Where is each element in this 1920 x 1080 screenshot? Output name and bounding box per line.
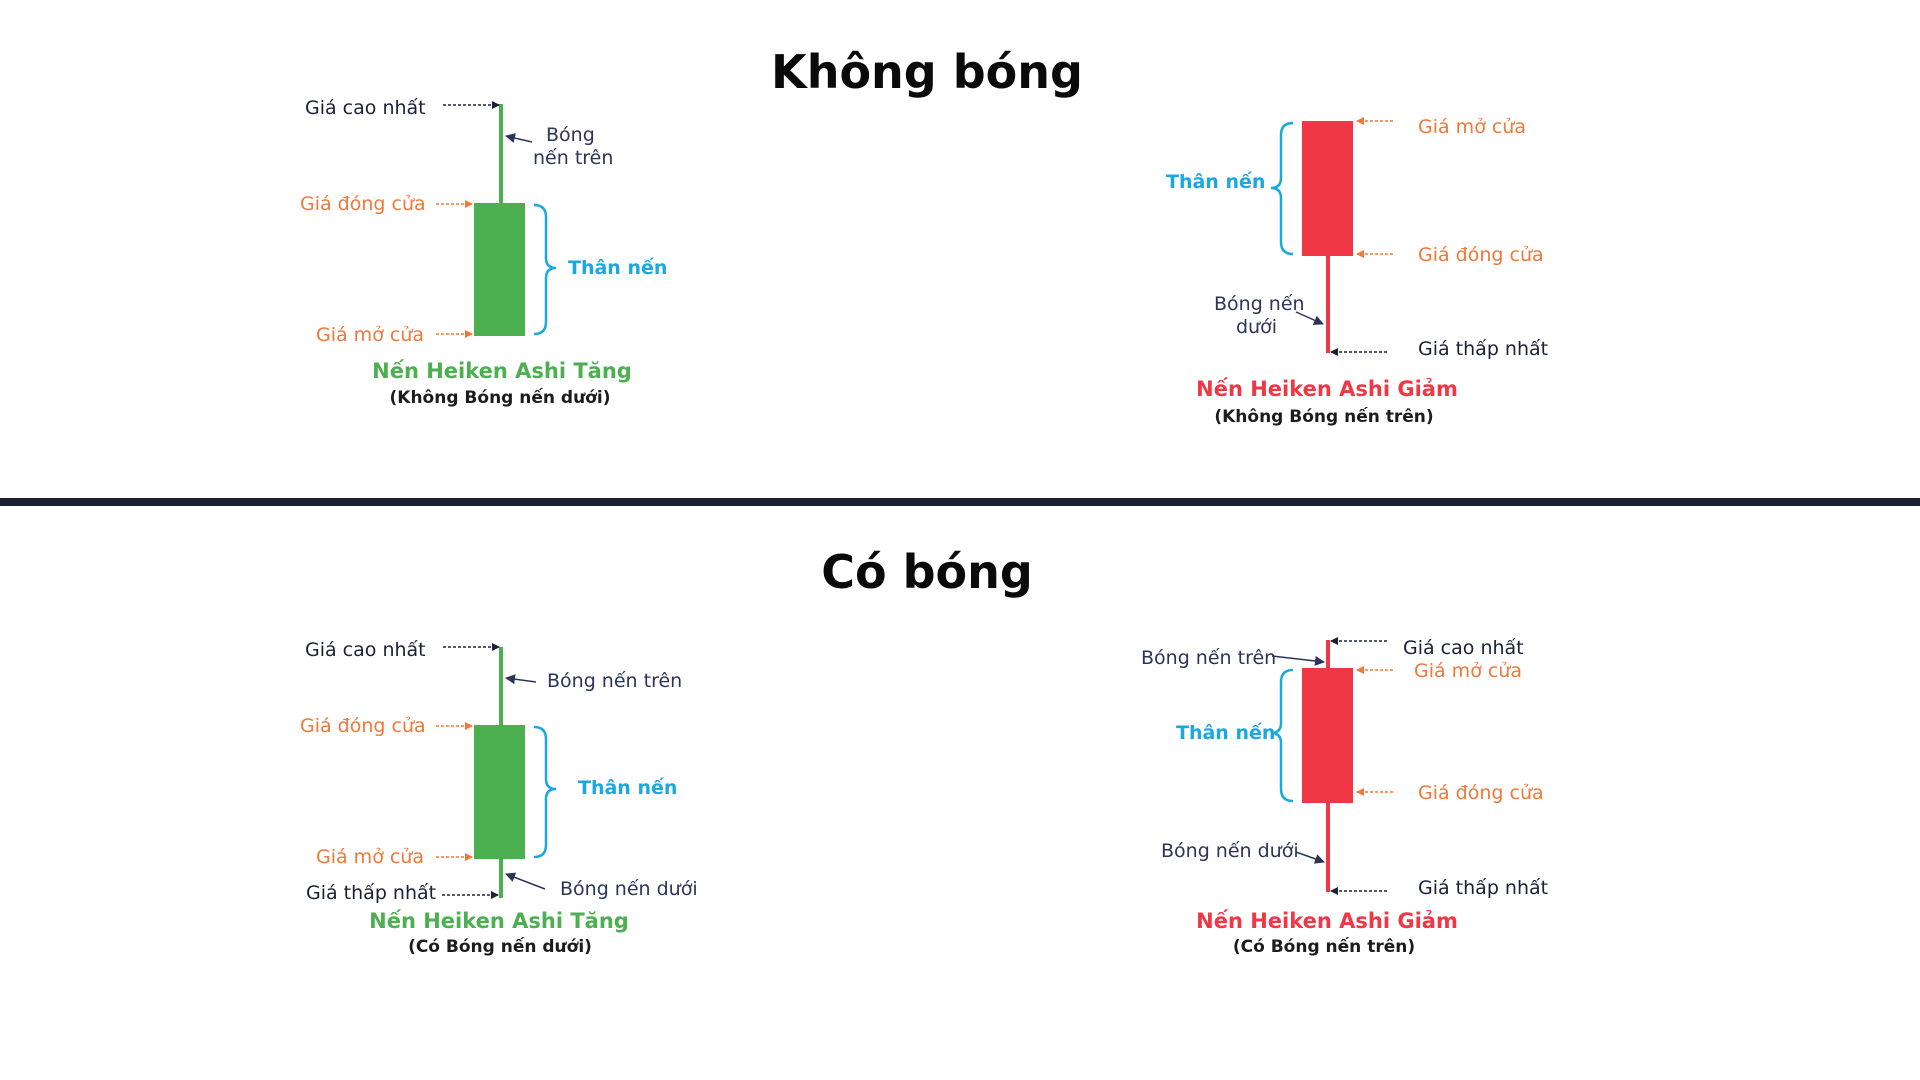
upper-wick-arrow xyxy=(505,133,533,143)
candle-body xyxy=(1302,668,1353,803)
high-price-label: Giá cao nhất xyxy=(305,639,426,661)
upper-wick-arrow xyxy=(1271,655,1325,666)
bear-caption: Nến Heiken Ashi Giảm xyxy=(1196,909,1458,933)
lower-wick-label-2: dưới xyxy=(1236,316,1277,338)
open-price-label: Giá mở cửa xyxy=(316,324,424,346)
upper-wick-label: Bóng xyxy=(546,124,595,146)
upper-wick-label: Bóng nến trên xyxy=(547,670,682,692)
lower-wick-arrow xyxy=(1295,311,1324,325)
low-price-label: Giá thấp nhất xyxy=(1418,877,1548,899)
candle-body xyxy=(1302,121,1353,256)
lower-wick-label: Bóng nến dưới xyxy=(560,878,698,900)
candle-body xyxy=(474,203,525,336)
section-title-no-shadow: Không bóng xyxy=(771,45,1083,99)
bear-candle-with-shadow: Bóng nến trên Giá cao nhất Giá mở cửa Th… xyxy=(1141,637,1548,957)
candle-body xyxy=(474,725,525,859)
close-price-label: Giá đóng cửa xyxy=(300,193,426,215)
bull-caption: Nến Heiken Ashi Tăng xyxy=(369,909,629,933)
upper-wick-arrow xyxy=(505,674,537,685)
lower-wick-label: Bóng nến dưới xyxy=(1161,840,1299,862)
bull-subcaption: (Không Bóng nến dưới) xyxy=(390,387,611,408)
lower-wick-arrow xyxy=(1295,851,1325,864)
low-price-label: Giá thấp nhất xyxy=(306,882,436,904)
open-price-label: Giá mở cửa xyxy=(1418,116,1526,138)
section-divider xyxy=(0,498,1920,506)
close-price-label: Giá đóng cửa xyxy=(1418,244,1544,266)
body-brace xyxy=(1270,121,1294,256)
bull-candle-no-shadow: Giá cao nhất Bóng nến trên Giá đóng cửa … xyxy=(300,97,667,408)
bear-candle-no-shadow: Giá mở cửa Thân nến Giá đóng cửa Bóng nế… xyxy=(1166,116,1548,427)
close-price-label: Giá đóng cửa xyxy=(300,715,426,737)
bear-caption: Nến Heiken Ashi Giảm xyxy=(1196,377,1458,401)
lower-wick-label: Bóng nến xyxy=(1214,293,1305,315)
body-brace xyxy=(533,725,557,859)
bear-subcaption: (Có Bóng nến trên) xyxy=(1233,936,1415,957)
bull-caption: Nến Heiken Ashi Tăng xyxy=(372,359,632,383)
open-price-label: Giá mở cửa xyxy=(1414,660,1522,682)
bear-subcaption: (Không Bóng nến trên) xyxy=(1214,406,1433,427)
body-label: Thân nến xyxy=(1176,721,1275,744)
low-price-label: Giá thấp nhất xyxy=(1418,338,1548,360)
upper-wick-label: Bóng nến trên xyxy=(1141,647,1276,669)
high-price-label: Giá cao nhất xyxy=(1403,637,1524,659)
body-brace xyxy=(1270,668,1294,803)
body-label: Thân nến xyxy=(568,256,667,279)
bull-candle-with-shadow: Giá cao nhất Bóng nến trên Giá đóng cửa … xyxy=(300,639,698,957)
high-price-label: Giá cao nhất xyxy=(305,97,426,119)
lower-wick-arrow xyxy=(505,872,546,890)
open-price-label: Giá mở cửa xyxy=(316,846,424,868)
body-label: Thân nến xyxy=(578,776,677,799)
close-price-label: Giá đóng cửa xyxy=(1418,782,1544,804)
body-brace xyxy=(533,203,557,336)
body-label: Thân nến xyxy=(1166,170,1265,193)
section-title-with-shadow: Có bóng xyxy=(821,545,1033,599)
upper-wick-label-2: nến trên xyxy=(533,147,613,169)
bull-subcaption: (Có Bóng nến dưới) xyxy=(408,936,592,957)
